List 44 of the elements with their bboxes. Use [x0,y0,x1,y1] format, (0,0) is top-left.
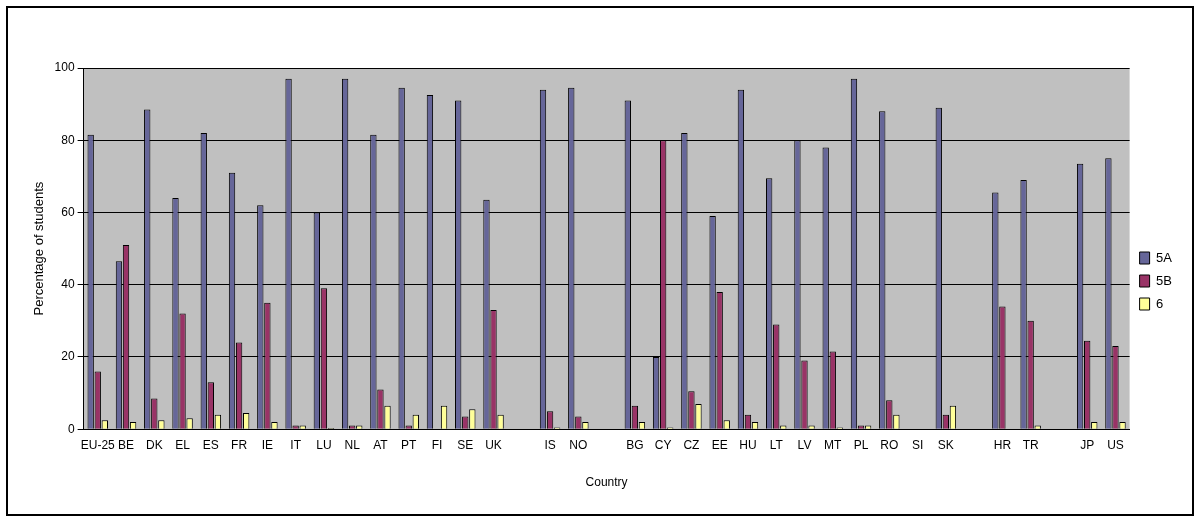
x-tick-label: UK [485,437,502,452]
legend-label: 5B [1156,272,1173,288]
x-tick-label: JP [1080,437,1095,452]
x-tick-label: IS [544,437,556,452]
y-tick-label: 60 [61,204,75,219]
x-tick-label: IT [290,437,302,452]
x-tick-label: LV [797,437,812,452]
x-tick-label: IE [261,437,274,452]
x-tick-label: EE [711,437,728,452]
x-tick-label: CY [654,437,672,452]
x-tick-label: AT [373,437,389,452]
x-tick-label: BE [118,437,135,452]
x-tick-label: DK [145,437,163,452]
x-tick-label: EL [175,437,191,452]
x-tick-label: NO [569,437,588,452]
x-tick-label: TR [1022,437,1039,452]
y-tick-label: 40 [61,277,75,292]
x-tick-label: SK [937,437,954,452]
x-tick-label: PT [401,437,418,452]
x-tick-label: PL [853,437,869,452]
x-tick-label: ES [202,437,219,452]
x-tick-label: LU [316,437,332,452]
y-axis-title: Percentage of students [31,181,47,316]
x-tick-label: FR [231,437,248,452]
x-tick-label: RO [880,437,899,452]
x-tick-label: CZ [683,437,700,452]
y-tick-label: 100 [54,60,75,75]
y-tick-label: 80 [61,132,75,147]
x-tick-label: LT [769,437,784,452]
x-tick-label: US [1107,437,1124,452]
x-tick-label: SI [911,437,924,452]
x-tick-label: HR [993,437,1012,452]
x-tick-label: EU-25 [80,437,116,452]
x-tick-label: SE [457,437,474,452]
legend-label: 5A [1156,249,1173,265]
x-axis-title: Country [585,475,628,490]
x-tick-label: NL [344,437,361,452]
x-tick-label: HU [739,437,757,452]
x-tick-label: BG [626,437,644,452]
x-tick-label: FI [431,437,443,452]
legend-label: 6 [1156,295,1164,311]
y-tick-label: 20 [61,349,75,364]
y-tick-label: 0 [67,421,75,436]
x-tick-label: MT [824,437,843,452]
